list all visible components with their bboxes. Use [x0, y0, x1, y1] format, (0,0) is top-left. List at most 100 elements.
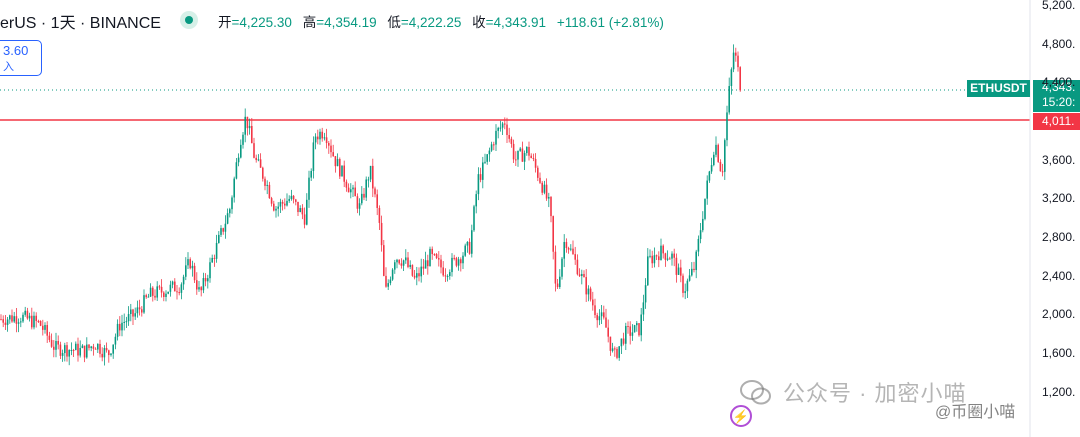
- candle-body: [237, 157, 240, 163]
- candle-body: [484, 161, 486, 163]
- candle-body: [631, 332, 634, 336]
- open-value: =4,225.30: [231, 15, 292, 30]
- candle-body: [651, 255, 653, 264]
- candle-body: [270, 198, 273, 204]
- candle-body: [519, 148, 521, 151]
- candle-body: [490, 144, 493, 151]
- candle-body: [145, 295, 147, 298]
- high-value: =4,354.19: [316, 15, 377, 30]
- candle-body: [13, 316, 15, 322]
- candle-body: [83, 345, 86, 358]
- candle-body: [110, 353, 112, 356]
- candle-body: [682, 275, 684, 293]
- candle-body: [581, 273, 583, 277]
- candle-body: [334, 156, 337, 167]
- candle-body: [125, 321, 128, 323]
- candle-body: [284, 203, 286, 206]
- candle-body: [572, 248, 574, 255]
- candle-body: [193, 265, 196, 281]
- candle-body: [286, 200, 288, 206]
- candle-body: [706, 180, 708, 199]
- ohlc-readout: 开=4,225.30 高=4,354.19 低=4,222.25 收=4,343…: [218, 11, 664, 31]
- candle-body: [325, 137, 328, 144]
- candle-body: [328, 143, 330, 146]
- candle-body: [356, 196, 359, 209]
- y-tick-label: 5,200.: [1042, 0, 1076, 13]
- candle-body: [292, 195, 295, 200]
- eye-icon[interactable]: [180, 11, 198, 29]
- candle-body: [680, 267, 682, 276]
- candle-body: [108, 350, 110, 356]
- candle-body: [347, 187, 350, 193]
- candle-body: [664, 253, 667, 260]
- candle-body: [686, 280, 689, 292]
- candle-body: [647, 256, 649, 286]
- candle-body: [257, 159, 260, 161]
- candle-body: [64, 345, 66, 354]
- candle-body: [466, 241, 469, 246]
- candle-body: [290, 195, 293, 199]
- candle-body: [409, 264, 411, 267]
- candle-body: [35, 315, 37, 321]
- candle-body: [37, 320, 40, 322]
- candle-body: [552, 216, 554, 252]
- candle-body: [0, 319, 2, 321]
- candle-body: [15, 316, 18, 324]
- candle-body: [640, 314, 642, 336]
- candle-body: [449, 272, 451, 277]
- symbol-title[interactable]: erUS · 1天 · BINANCE: [0, 15, 161, 32]
- candle-body: [625, 326, 627, 344]
- candle-body: [266, 184, 268, 186]
- candle-body: [471, 230, 473, 254]
- candle-body: [435, 254, 438, 259]
- candle-body: [301, 208, 304, 215]
- candle-body: [174, 281, 176, 292]
- candle-body: [154, 295, 156, 298]
- candle-body: [675, 257, 678, 275]
- candle-body: [103, 348, 106, 358]
- candle-body: [240, 144, 242, 158]
- candle-body: [710, 165, 713, 172]
- candle-body: [281, 201, 284, 204]
- candle-body: [66, 345, 68, 357]
- candle-body: [220, 228, 222, 235]
- candle-body: [658, 256, 660, 261]
- candle-body: [539, 177, 541, 183]
- candle-body: [726, 112, 728, 141]
- candle-body: [543, 184, 546, 193]
- candle-body: [169, 284, 172, 292]
- candle-body: [189, 259, 191, 269]
- y-tick-label: 3,200.: [1042, 191, 1076, 206]
- candle-body: [279, 201, 282, 207]
- candle-body: [565, 241, 568, 249]
- candle-body: [33, 315, 35, 328]
- candle-body: [9, 315, 11, 320]
- candle-body: [303, 214, 306, 225]
- order-box[interactable]: 3.60 入: [0, 40, 42, 76]
- lightning-icon[interactable]: ⚡: [730, 405, 752, 427]
- candle-body: [345, 181, 348, 188]
- candle-body: [622, 338, 625, 344]
- candle-body: [365, 179, 367, 198]
- candle-body: [182, 276, 185, 285]
- candle-body: [451, 257, 453, 273]
- candle-body: [556, 283, 559, 288]
- candle-body: [479, 174, 482, 180]
- candle-body: [616, 348, 618, 358]
- candle-body: [440, 259, 442, 268]
- candle-body: [215, 242, 218, 259]
- candle-body: [4, 322, 7, 325]
- candle-body: [473, 206, 475, 231]
- candle-body: [578, 274, 581, 277]
- candle-body: [732, 52, 735, 70]
- candle-body: [185, 265, 187, 277]
- candle-body: [638, 323, 640, 336]
- candle-body: [178, 292, 180, 294]
- candle-body: [310, 170, 312, 178]
- candle-body: [70, 349, 73, 351]
- candle-body: [314, 136, 317, 143]
- candle-body: [589, 288, 592, 300]
- candle-body: [699, 230, 702, 239]
- candle-body: [39, 321, 42, 326]
